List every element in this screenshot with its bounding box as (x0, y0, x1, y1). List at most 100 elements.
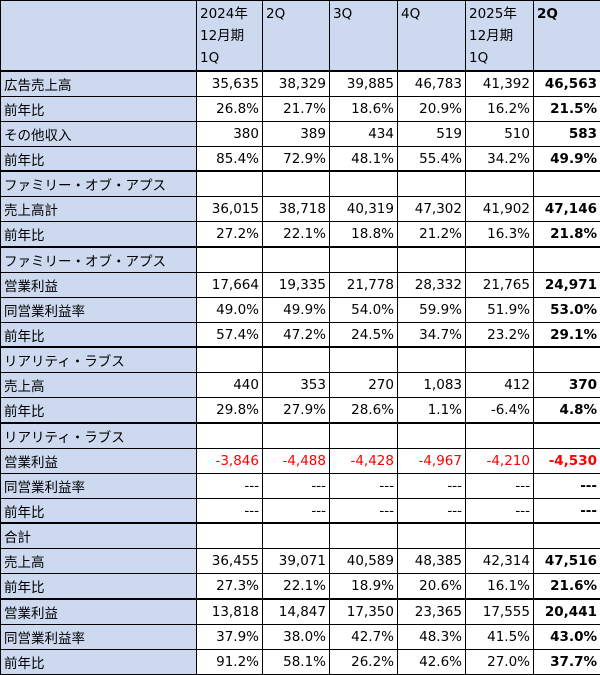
table-row: 前年比 27.3% 22.1% 18.9% 20.6% 16.1% 21.6% (0, 573, 600, 600)
row-label: 前年比 (0, 397, 197, 424)
value-cell: -6.4% (465, 397, 534, 424)
header-corner-cell (0, 0, 197, 72)
value-cell: 29.1% (533, 321, 600, 348)
value-cell: 37.9% (196, 623, 263, 650)
value-cell (533, 245, 600, 273)
value-cell: 26.2% (329, 648, 398, 675)
value-cell: 49.9% (262, 296, 330, 323)
header-line: 4Q (401, 6, 421, 22)
value-cell: -4,428 (329, 447, 398, 474)
value-cell: 42.6% (397, 648, 466, 675)
header-line: 1Q (469, 50, 489, 66)
table-row: その他収入 380 389 434 519 510 583 (0, 120, 600, 147)
value-cell (196, 245, 263, 273)
value-cell: -4,967 (397, 447, 466, 474)
value-cell: 16.3% (465, 221, 534, 248)
value-cell: 28,332 (397, 271, 466, 298)
value-cell: 49.9% (533, 145, 600, 172)
header-cell: 3Q (329, 0, 398, 72)
row-label: 前年比 (0, 221, 197, 248)
table-row: 売上高計 36,015 38,718 40,319 47,302 41,902 47,146 (0, 196, 600, 223)
row-label: 売上高 (0, 548, 197, 575)
value-cell: 22.1% (262, 221, 330, 248)
value-cell: 380 (196, 120, 263, 147)
header-cell: 2Q (533, 0, 600, 72)
value-cell: 47,302 (397, 196, 466, 223)
table-row: 同営業利益率 37.9% 38.0% 42.7% 48.3% 41.5% 43.0% (0, 623, 600, 650)
value-cell (397, 346, 466, 374)
value-cell (196, 522, 263, 550)
header-line: 2024年 (200, 6, 248, 22)
value-cell (533, 346, 600, 374)
value-cell: 20.9% (397, 95, 466, 122)
value-cell: 35,635 (196, 69, 263, 97)
value-cell: 29.8% (196, 397, 263, 424)
table-row: 同営業利益率 49.0% 49.9% 54.0% 59.9% 51.9% 53.0% (0, 296, 600, 323)
value-cell: 27.9% (262, 397, 330, 424)
value-cell (196, 421, 263, 449)
value-cell: 20.6% (397, 573, 466, 600)
value-cell: --- (262, 472, 330, 499)
value-cell: 27.3% (196, 573, 263, 600)
row-label: 前年比 (0, 95, 197, 122)
table-row: 前年比 91.2% 58.1% 26.2% 42.6% 27.0% 37.7% (0, 648, 600, 675)
value-cell (533, 170, 600, 198)
value-cell: 55.4% (397, 145, 466, 172)
value-cell: 51.9% (465, 296, 534, 323)
value-cell: --- (465, 472, 534, 499)
value-cell (329, 245, 398, 273)
value-cell: 48.1% (329, 145, 398, 172)
value-cell: 43.0% (533, 623, 600, 650)
table-row: ファミリー・オブ・アプス (0, 245, 600, 273)
value-cell: 27.2% (196, 221, 263, 248)
row-label: 売上高 (0, 372, 197, 399)
value-cell: 47,146 (533, 196, 600, 223)
value-cell (329, 346, 398, 374)
value-cell (465, 346, 534, 374)
value-cell: -4,210 (465, 447, 534, 474)
value-cell: 41,392 (465, 69, 534, 97)
value-cell: 21.6% (533, 573, 600, 600)
value-cell: 58.1% (262, 648, 330, 675)
value-cell: 41,902 (465, 196, 534, 223)
value-cell: 53.0% (533, 296, 600, 323)
value-cell: -3,846 (196, 447, 263, 474)
value-cell (465, 522, 534, 550)
value-cell: 583 (533, 120, 600, 147)
value-cell: 21.5% (533, 95, 600, 122)
row-label: リアリティ・ラブス (0, 346, 197, 374)
table-row: 前年比 29.8% 27.9% 28.6% 1.1% -6.4% 4.8% (0, 397, 600, 424)
value-cell (196, 346, 263, 374)
row-label: 前年比 (0, 497, 197, 524)
value-cell: 270 (329, 372, 398, 399)
value-cell: 510 (465, 120, 534, 147)
header-line: 2Q (266, 6, 286, 22)
value-cell: 40,319 (329, 196, 398, 223)
value-cell: 46,563 (533, 69, 600, 97)
value-cell: 57.4% (196, 321, 263, 348)
row-label: 売上高計 (0, 196, 197, 223)
value-cell: 48,385 (397, 548, 466, 575)
value-cell (397, 170, 466, 198)
value-cell: 59.9% (397, 296, 466, 323)
value-cell (533, 522, 600, 550)
value-cell (397, 522, 466, 550)
row-label: 営業利益 (0, 447, 197, 474)
value-cell (196, 170, 263, 198)
header-line: 2025年 (469, 6, 517, 22)
value-cell (262, 522, 330, 550)
value-cell: 41.5% (465, 623, 534, 650)
value-cell: 21.2% (397, 221, 466, 248)
value-cell: 37.7% (533, 648, 600, 675)
value-cell (465, 170, 534, 198)
row-label: 同営業利益率 (0, 296, 197, 323)
header-cell: 4Q (397, 0, 466, 72)
row-label: 営業利益 (0, 271, 197, 298)
value-cell: 38,718 (262, 196, 330, 223)
table-row: 広告売上高 35,635 38,329 39,885 46,783 41,392 46,56… (0, 69, 600, 97)
row-label: 前年比 (0, 573, 197, 600)
row-label: 同営業利益率 (0, 623, 197, 650)
value-cell: 17,350 (329, 597, 398, 625)
table-row: 同営業利益率 --- --- --- --- --- --- (0, 472, 600, 499)
header-cell: 2Q (262, 0, 330, 72)
